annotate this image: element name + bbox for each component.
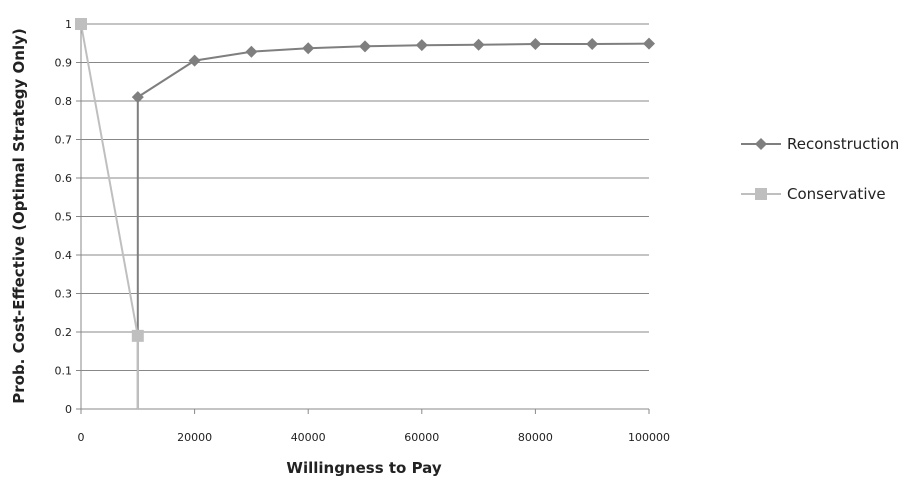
- grid-layer: [81, 23, 649, 371]
- y-tick-label-3: 0.3: [55, 288, 73, 301]
- legend-label-conservative: Conservative: [787, 185, 886, 203]
- x-tick-label-5: 100000: [628, 431, 670, 444]
- point-reconstruction-8: [529, 38, 542, 51]
- point-reconstruction-9: [586, 38, 599, 51]
- x-tick-label-2: 40000: [291, 431, 326, 444]
- legend-item-reconstruction: Reconstruction: [741, 135, 899, 153]
- x-tick-label-0: 0: [78, 431, 85, 444]
- point-reconstruction-3: [245, 45, 258, 58]
- series-layer: [75, 18, 655, 409]
- point-reconstruction-6: [415, 39, 428, 52]
- point-reconstruction-10: [643, 37, 655, 50]
- x-axis-title: Willingness to Pay: [286, 459, 441, 477]
- y-tick-label-8: 0.8: [55, 95, 73, 108]
- point-reconstruction-7: [472, 38, 485, 51]
- y-tick-label-6: 0.6: [55, 172, 73, 185]
- y-tick-label-2: 0.2: [55, 326, 73, 339]
- y-tick-label-10: 1: [65, 18, 72, 31]
- legend-marker-reconstruction: [755, 138, 767, 150]
- label-layer: 0 0.1 0.2 0.3 0.4 0.5 0.6 0.7 0.8 0.9 1 0 20000 40000…: [55, 18, 671, 444]
- point-reconstruction-2: [188, 54, 201, 67]
- y-axis-title: Prob. Cost-Effective (Optimal Strategy O…: [10, 28, 28, 404]
- legend-marker-conservative: [755, 188, 767, 200]
- legend: Reconstruction Conservative: [741, 135, 899, 203]
- point-conservative-0: [75, 18, 87, 30]
- y-tick-label-7: 0.7: [55, 134, 73, 147]
- x-tick-label-4: 80000: [518, 431, 553, 444]
- y-tick-label-4: 0.4: [55, 249, 73, 262]
- legend-item-conservative: Conservative: [741, 185, 886, 203]
- x-tick-label-1: 20000: [177, 431, 212, 444]
- axis-layer: [76, 23, 650, 414]
- point-reconstruction-5: [359, 40, 371, 53]
- y-tick-label-0: 0: [65, 403, 72, 416]
- point-reconstruction-4: [302, 42, 315, 55]
- x-tick-label-3: 60000: [404, 431, 439, 444]
- point-reconstruction-1: [131, 91, 144, 104]
- y-tick-label-1: 0.1: [55, 365, 73, 378]
- y-tick-label-9: 0.9: [55, 57, 73, 70]
- series-line-reconstruction: [136, 42, 650, 409]
- y-tick-label-5: 0.5: [55, 211, 73, 224]
- legend-label-reconstruction: Reconstruction: [787, 135, 899, 153]
- point-conservative-1: [131, 329, 144, 342]
